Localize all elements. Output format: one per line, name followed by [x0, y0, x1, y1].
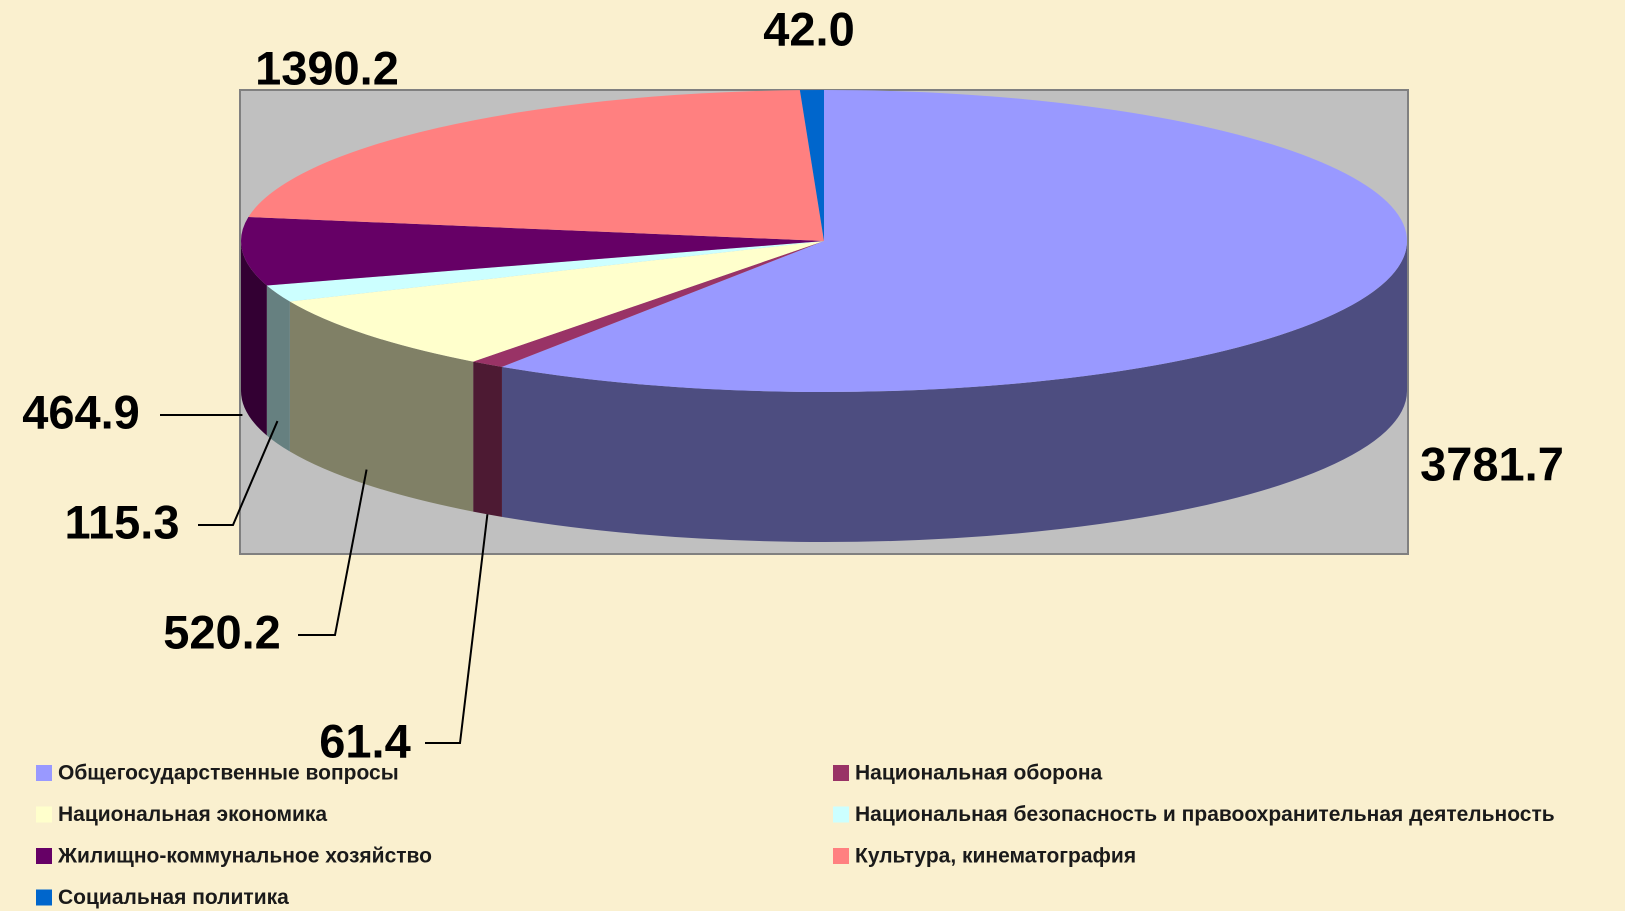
- legend-label: Культура, кинематография: [855, 845, 1136, 868]
- legend-label: Национальная экономика: [58, 803, 327, 826]
- legend-label: Жилищно-коммунальное хозяйство: [57, 845, 432, 868]
- legend-swatch: [36, 765, 52, 781]
- slice: [473, 241, 824, 367]
- legend-swatch: [833, 848, 849, 864]
- slice: [248, 90, 824, 241]
- legend-swatch: [36, 848, 52, 864]
- value-label: 61.4: [319, 714, 410, 767]
- legend-label: Национальная безопасность и правоохранит…: [855, 803, 1555, 826]
- value-label: 520.2: [163, 605, 281, 658]
- legend-label: Общегосударственные вопросы: [58, 762, 399, 785]
- slice: [289, 241, 824, 362]
- leader-line: [198, 420, 279, 526]
- slice: [240, 217, 824, 286]
- value-label: 42.0: [763, 2, 854, 55]
- value-label: 1390.2: [255, 41, 399, 94]
- legend-swatch: [833, 765, 849, 781]
- legend-label: Социальная политика: [58, 886, 289, 909]
- slice: [799, 90, 824, 241]
- slice-side: [501, 241, 1407, 542]
- slice-side: [289, 301, 474, 512]
- legend-swatch: [36, 889, 52, 906]
- leader-line: [298, 469, 368, 636]
- leader-line: [425, 514, 489, 744]
- slice: [501, 90, 1408, 392]
- value-label: 3781.7: [1420, 437, 1564, 490]
- slice: [266, 241, 824, 302]
- slice-side: [241, 241, 267, 436]
- value-label: 115.3: [64, 495, 179, 548]
- legend-swatch: [833, 806, 849, 823]
- value-label: 464.9: [22, 385, 140, 438]
- legend-label: Национальная оборона: [855, 762, 1103, 785]
- legend-swatch: [36, 806, 52, 823]
- slice-side: [266, 285, 290, 452]
- slice-side: [473, 361, 502, 517]
